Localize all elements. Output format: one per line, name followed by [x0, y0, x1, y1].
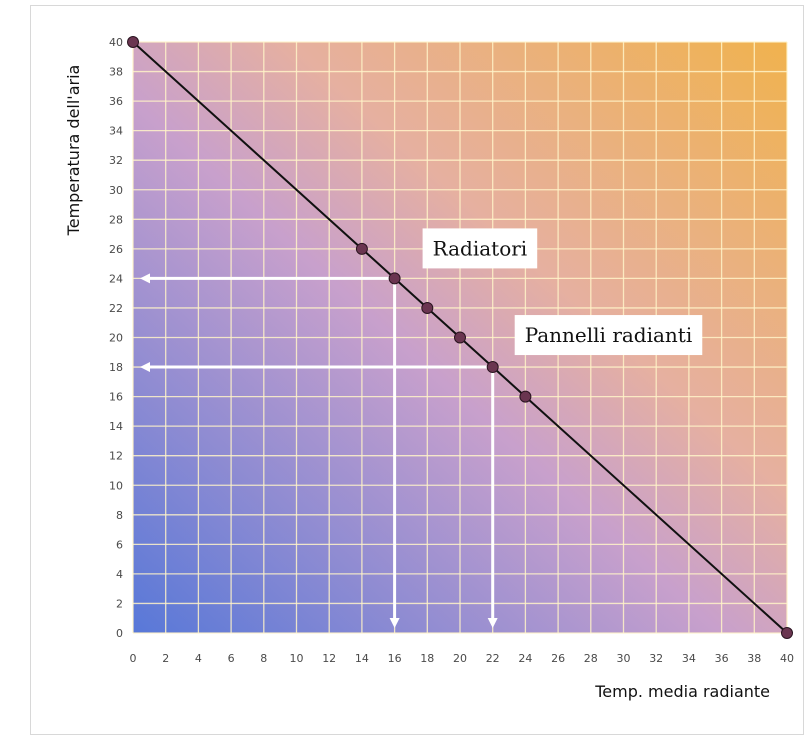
y-tick-label: 0: [116, 627, 123, 640]
data-point: [519, 390, 532, 403]
y-tick-label: 36: [109, 95, 123, 108]
data-point: [454, 331, 466, 344]
series: [127, 36, 793, 639]
x-tick-label: 14: [355, 652, 369, 665]
x-tick-label: 24: [518, 652, 532, 665]
callout-label: Radiatori: [433, 236, 528, 260]
callout-pannelli-radianti: Pannelli radianti: [514, 315, 703, 356]
x-axis-title: Temp. media radiante: [594, 682, 770, 701]
x-tick-label: 30: [617, 652, 631, 665]
x-tick-label: 28: [584, 652, 598, 665]
callouts: Radiatori Pannelli radianti: [422, 228, 703, 356]
data-point: [421, 301, 434, 314]
data-point: [781, 627, 793, 639]
x-tick-label: 20: [453, 652, 467, 665]
series-line: [132, 41, 788, 634]
y-tick-label: 26: [109, 243, 123, 256]
x-tick-label: 22: [486, 652, 500, 665]
y-tick-label: 14: [109, 420, 123, 433]
x-axis-ticks: 0 2 4 6 8 10 12 14 16 18 20 22 24 26 28 30 32 34 36 38 40: [130, 652, 795, 665]
x-tick-label: 40: [780, 652, 794, 665]
y-tick-label: 4: [116, 568, 123, 581]
y-tick-label: 16: [109, 391, 123, 404]
x-tick-label: 16: [388, 652, 402, 665]
y-tick-label: 18: [109, 361, 123, 374]
x-tick-label: 12: [322, 652, 336, 665]
y-tick-label: 40: [109, 36, 123, 49]
x-tick-label: 2: [162, 652, 169, 665]
y-tick-label: 12: [109, 450, 123, 463]
x-tick-label: 0: [130, 652, 137, 665]
y-tick-label: 22: [109, 302, 123, 315]
y-tick-label: 38: [109, 66, 123, 79]
x-tick-label: 34: [682, 652, 696, 665]
y-axis-title: Temperatura dell'aria: [64, 65, 83, 237]
y-tick-label: 8: [116, 509, 123, 522]
x-tick-label: 8: [260, 652, 267, 665]
x-tick-label: 10: [290, 652, 304, 665]
x-tick-label: 6: [228, 652, 235, 665]
data-point: [127, 36, 139, 48]
x-tick-label: 36: [715, 652, 729, 665]
x-tick-label: 38: [747, 652, 761, 665]
x-tick-label: 18: [420, 652, 434, 665]
y-tick-label: 6: [116, 538, 123, 551]
y-tick-label: 10: [109, 479, 123, 492]
guide-arrows: [140, 273, 498, 628]
y-tick-label: 34: [109, 125, 123, 138]
x-tick-label: 4: [195, 652, 202, 665]
callout-radiatori: Radiatori: [422, 228, 538, 269]
data-point: [486, 361, 499, 374]
x-tick-label: 32: [649, 652, 663, 665]
data-point: [388, 272, 401, 285]
y-tick-label: 24: [109, 272, 123, 285]
y-tick-label: 20: [109, 332, 123, 345]
y-tick-label: 32: [109, 154, 123, 167]
y-tick-label: 28: [109, 213, 123, 226]
y-tick-label: 2: [116, 597, 123, 610]
callout-label: Pannelli radianti: [525, 323, 693, 347]
data-point: [355, 242, 368, 255]
y-tick-label: 30: [109, 184, 123, 197]
x-tick-label: 26: [551, 652, 565, 665]
